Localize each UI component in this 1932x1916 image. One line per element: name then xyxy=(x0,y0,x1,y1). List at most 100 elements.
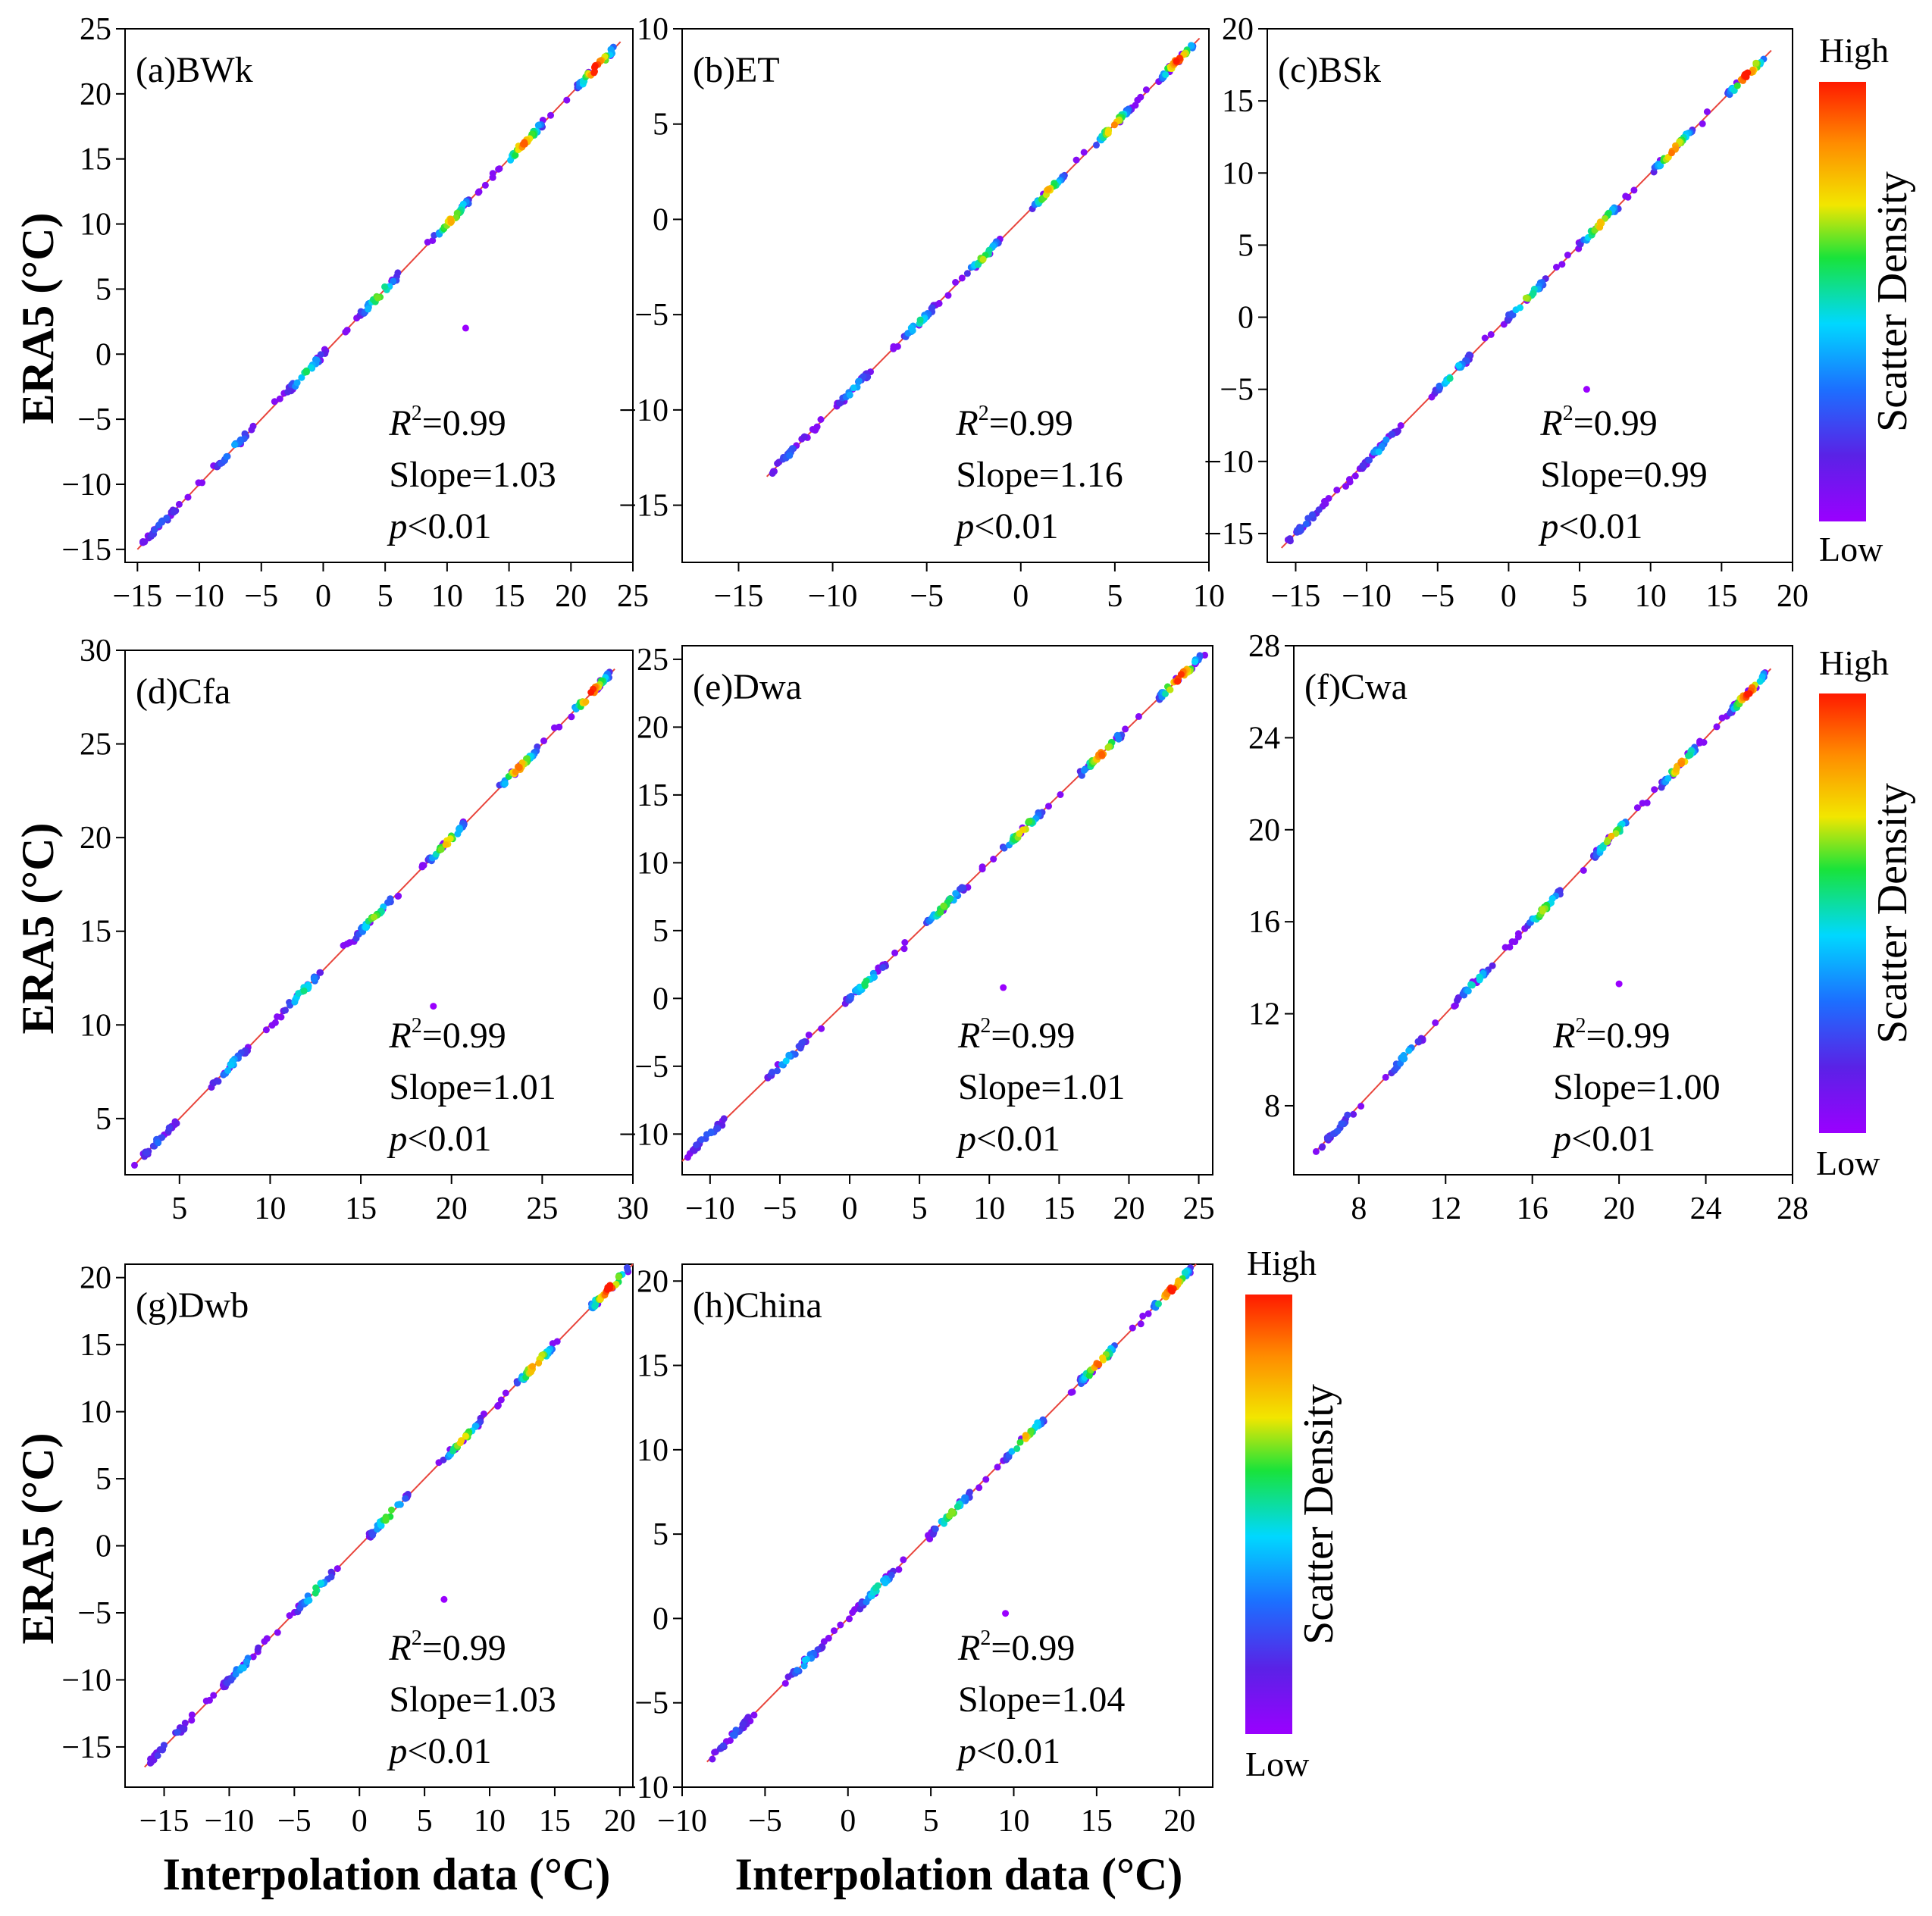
y-axis-label-row1: ERA5 (°C) xyxy=(13,213,63,424)
scatter-point xyxy=(1397,422,1404,429)
scatter-point xyxy=(1162,690,1169,697)
colorbar-high-label: High xyxy=(1819,643,1889,682)
plot-frame xyxy=(681,28,1210,563)
y-tick-label: −10 xyxy=(618,393,669,428)
y-tick-label: 15 xyxy=(637,1349,669,1384)
y-tick-label: 20 xyxy=(80,1261,111,1296)
scatter-point xyxy=(800,1662,808,1670)
scatter-point xyxy=(181,1719,189,1727)
scatter-point xyxy=(1596,224,1604,231)
scatter-point xyxy=(881,1579,889,1587)
scatter-point xyxy=(188,1711,196,1719)
y-tick-label: 5 xyxy=(653,914,669,949)
scatter-point xyxy=(497,1396,505,1404)
scatter-point xyxy=(402,1495,409,1502)
scatter-point xyxy=(1514,933,1522,941)
x-tick-label: 20 xyxy=(555,579,587,614)
scatter-point xyxy=(801,1656,809,1664)
y-tick-label: −5 xyxy=(634,1686,669,1721)
scatter-point xyxy=(523,755,530,762)
scatter-point xyxy=(739,1720,747,1728)
scatter-point xyxy=(224,1067,232,1074)
colorbar-gradient xyxy=(1819,693,1866,1133)
plot-frame xyxy=(681,1263,1213,1788)
scatter-point xyxy=(310,975,318,983)
scatter-point xyxy=(831,1627,838,1635)
scatter-point xyxy=(514,1379,521,1387)
scatter-point xyxy=(1388,430,1395,438)
x-tick-label: −10 xyxy=(808,579,858,614)
scatter-point xyxy=(131,1161,138,1169)
outlier-point xyxy=(440,1595,448,1603)
scatter-point xyxy=(1304,515,1312,522)
panel-e: −10 −5 0 5 10 15 20 25 −10 −5 0 5 10 15 20 25 (e)Dwa R2=0… xyxy=(618,643,1214,1226)
x-tick-label: 5 xyxy=(923,1804,939,1839)
panel-title: (b)ET xyxy=(693,50,780,90)
scatter-point xyxy=(850,384,857,392)
scatter-point xyxy=(901,939,909,946)
scatter-point xyxy=(1357,1103,1365,1110)
p-stat: p<0.01 xyxy=(956,1119,1060,1159)
scatter-point xyxy=(1098,750,1106,758)
y-tick-label: 5 xyxy=(96,272,111,307)
scatter-point xyxy=(365,305,372,313)
plot-frame xyxy=(124,1263,634,1788)
scatter-point xyxy=(1432,1019,1439,1026)
scatter-point xyxy=(907,324,915,332)
scatter-point xyxy=(1104,744,1112,751)
scatter-point xyxy=(916,316,924,324)
scatter-point xyxy=(817,416,825,423)
scatter-point xyxy=(305,1596,313,1604)
scatter-point xyxy=(935,299,943,307)
scatter-point xyxy=(836,399,844,407)
x-tick-label: 20 xyxy=(436,1191,468,1226)
scatter-point xyxy=(529,1363,536,1370)
scatter-point xyxy=(786,452,794,459)
scatter-point xyxy=(975,1484,983,1492)
scatter-point xyxy=(1487,330,1495,338)
scatter-point xyxy=(163,514,171,521)
scatter-point xyxy=(781,1680,789,1687)
scatter-point xyxy=(547,111,554,119)
x-tick-label: 0 xyxy=(315,579,331,614)
scatter-point xyxy=(732,1727,740,1734)
scatter-point xyxy=(362,922,370,930)
scatter-point xyxy=(1553,264,1560,271)
scatter-point xyxy=(1400,1051,1408,1059)
scatter-point xyxy=(165,1124,173,1132)
scatter-point xyxy=(769,470,776,477)
scatter-point xyxy=(151,526,158,534)
scatter-point xyxy=(1382,1073,1389,1081)
x-tick-label: 10 xyxy=(1193,579,1225,614)
r2-stat: R2=0.99 xyxy=(1539,402,1657,443)
scatter-point xyxy=(1465,351,1473,358)
scatter-point xyxy=(369,1531,377,1539)
colorbars-layer: High Low Scatter Density High Low Scatte… xyxy=(1245,31,1916,1783)
scatter-point xyxy=(707,1129,715,1137)
scatter-point xyxy=(1564,252,1571,258)
scatter-point xyxy=(1685,752,1692,759)
scatter-point xyxy=(1338,1120,1345,1128)
scatter-point xyxy=(214,1078,222,1085)
scatter-point xyxy=(501,780,509,787)
y-tick-label: 0 xyxy=(653,1601,669,1636)
scatter-point xyxy=(199,479,206,487)
scatter-point xyxy=(1596,218,1604,226)
scatter-point xyxy=(340,942,347,949)
scatter-point xyxy=(590,69,598,77)
scatter-point xyxy=(502,1389,509,1397)
p-stat: p<0.01 xyxy=(387,506,491,546)
y-tick-label: 28 xyxy=(1248,629,1280,664)
x-tick-label: 15 xyxy=(345,1191,377,1226)
scatter-point xyxy=(1057,791,1064,798)
scatter-point xyxy=(1446,374,1454,382)
scatter-point xyxy=(395,892,402,900)
x-tick-label: 8 xyxy=(1351,1191,1367,1226)
scatter-point xyxy=(1643,799,1651,806)
scatter-point xyxy=(232,1670,240,1678)
slope-stat: Slope=1.01 xyxy=(958,1067,1125,1107)
y-tick-label: −5 xyxy=(634,1050,669,1085)
p-stat: p<0.01 xyxy=(956,1731,1060,1771)
scatter-point xyxy=(568,713,575,721)
scatter-point xyxy=(521,139,528,146)
